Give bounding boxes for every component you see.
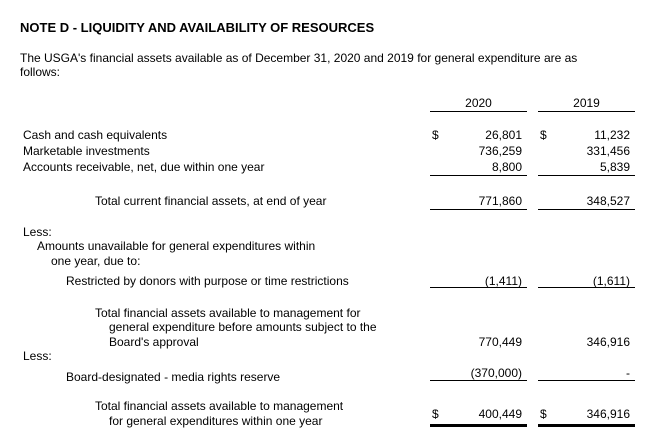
row-label: Board's approval <box>109 335 199 349</box>
value-2020: 400,449 <box>478 407 522 421</box>
value-2020: 8,800 <box>491 160 522 174</box>
value-2020: (370,000) <box>470 366 522 380</box>
value-2019: - <box>626 366 630 380</box>
value-2019: 348,527 <box>586 194 630 208</box>
subtotal-rule <box>430 175 527 176</box>
value-2019: 5,839 <box>599 160 630 174</box>
currency-symbol: $ <box>432 407 439 421</box>
unavailable-label-2: one year, due to: <box>51 254 141 268</box>
subtotal-rule <box>430 287 527 288</box>
year-header-2020: 2020 <box>465 96 492 110</box>
grand-total-rule <box>538 424 635 427</box>
value-2020: 770,449 <box>478 335 522 349</box>
row-label: Marketable investments <box>23 144 150 158</box>
row-label: Restricted by donors with purpose or tim… <box>66 274 349 288</box>
currency-symbol: $ <box>432 128 439 142</box>
header-rule <box>538 111 635 112</box>
year-header-2019: 2019 <box>573 96 600 110</box>
total-rule <box>430 209 527 210</box>
total-rule <box>538 209 635 210</box>
subtotal-rule <box>430 380 527 381</box>
note-title: NOTE D - LIQUIDITY AND AVAILABILITY OF R… <box>20 20 375 35</box>
row-label: Total financial assets available to mana… <box>95 306 361 320</box>
value-2019: (1,611) <box>592 274 630 288</box>
value-2020: 771,860 <box>478 194 522 208</box>
intro-line-1: The USGA's financial assets available as… <box>20 51 578 65</box>
unavailable-label-1: Amounts unavailable for general expendit… <box>37 239 316 253</box>
row-label: Total current financial assets, at end o… <box>95 194 327 208</box>
value-2020: 26,801 <box>485 128 522 142</box>
currency-symbol: $ <box>540 407 547 421</box>
value-2019: 331,456 <box>586 144 630 158</box>
value-2019: 346,916 <box>586 335 630 349</box>
intro-line-2: follows: <box>20 65 61 79</box>
subtotal-rule <box>538 287 635 288</box>
row-label: Cash and cash equivalents <box>23 128 168 142</box>
row-label: Board-designated - media rights reserve <box>66 370 281 384</box>
subtotal-rule <box>538 380 635 381</box>
value-2020: (1,411) <box>484 274 522 288</box>
grand-total-rule <box>430 424 527 427</box>
header-rule <box>430 111 527 112</box>
row-label: general expenditure before amounts subje… <box>109 320 377 334</box>
subtotal-rule <box>538 175 635 176</box>
value-2020: 736,259 <box>478 144 522 158</box>
row-label: for general expenditures within one year <box>109 414 323 428</box>
row-label: Accounts receivable, net, due within one… <box>23 160 265 174</box>
value-2019: 11,232 <box>594 128 630 142</box>
currency-symbol: $ <box>540 128 547 142</box>
less-label: Less: <box>23 349 52 363</box>
value-2019: 346,916 <box>586 407 630 421</box>
less-label: Less: <box>23 225 52 239</box>
row-label: Total financial assets available to mana… <box>95 399 344 413</box>
